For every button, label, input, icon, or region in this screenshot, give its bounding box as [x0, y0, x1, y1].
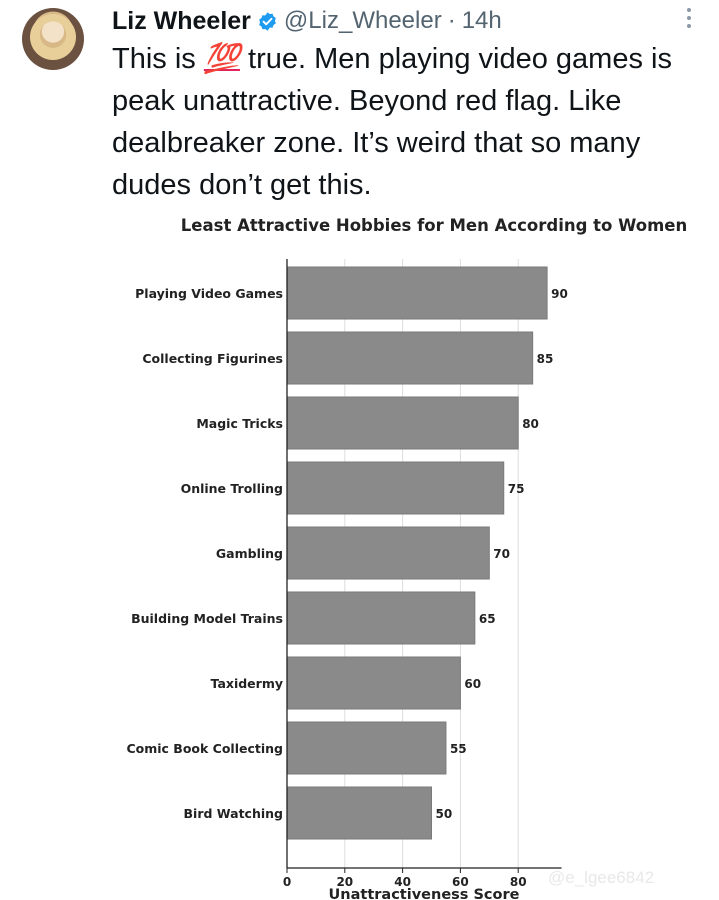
category-label: Taxidermy [211, 676, 283, 691]
author-name[interactable]: Liz Wheeler [112, 6, 251, 35]
bar [286, 461, 505, 515]
watermark: @e_lgee6842 [548, 868, 655, 887]
tweet-header: Liz Wheeler @Liz_Wheeler · 14h [112, 6, 502, 36]
bar [286, 591, 476, 645]
x-tick-label: 80 [510, 875, 527, 889]
tweet-timestamp[interactable]: 14h [461, 7, 502, 34]
data-label: 55 [450, 742, 467, 756]
data-label: 60 [464, 677, 481, 691]
category-label: Magic Tricks [196, 416, 283, 431]
tweet-text-start: This is [112, 43, 204, 75]
hundred-points-emoji-icon: 💯 [203, 43, 240, 75]
data-label: 80 [522, 417, 539, 431]
category-label: Comic Book Collecting [126, 741, 283, 756]
category-label: Building Model Trains [131, 611, 283, 626]
bar [286, 331, 534, 385]
bar [286, 526, 490, 580]
hobbies-bar-chart: Least Attractive Hobbies for Men Accordi… [126, 216, 687, 900]
x-tick-label: 20 [336, 875, 353, 889]
data-label: 75 [508, 482, 525, 496]
tweet-text-rest: true. Men playing video games is peak un… [112, 43, 672, 201]
category-label: Online Trolling [181, 481, 283, 496]
category-label: Playing Video Games [135, 286, 283, 301]
bar [286, 266, 548, 320]
bar [286, 396, 519, 450]
x-tick-label: 40 [394, 875, 411, 889]
bar [286, 786, 432, 840]
author-handle[interactable]: @Liz_Wheeler [283, 7, 442, 34]
chart-title: Least Attractive Hobbies for Men Accordi… [181, 216, 687, 235]
x-tick-label: 0 [283, 875, 291, 889]
profile-avatar[interactable] [22, 8, 84, 70]
separator-dot: · [447, 7, 456, 34]
chart-image[interactable]: Least Attractive Hobbies for Men Accordi… [100, 204, 719, 900]
x-axis-label: Unattractiveness Score [329, 887, 520, 900]
more-options-icon[interactable] [687, 8, 693, 28]
bar [286, 656, 461, 710]
category-label: Collecting Figurines [142, 351, 283, 366]
tweet-text: This is 💯 true. Men playing video games … [112, 38, 707, 206]
verified-badge-icon [259, 11, 276, 31]
data-label: 90 [551, 287, 568, 301]
x-tick-label: 60 [452, 875, 469, 889]
data-label: 85 [537, 352, 554, 366]
data-label: 65 [479, 612, 496, 626]
bar [286, 721, 447, 775]
category-label: Bird Watching [184, 806, 283, 821]
category-label: Gambling [216, 546, 283, 561]
data-label: 50 [436, 807, 453, 821]
data-label: 70 [493, 547, 510, 561]
